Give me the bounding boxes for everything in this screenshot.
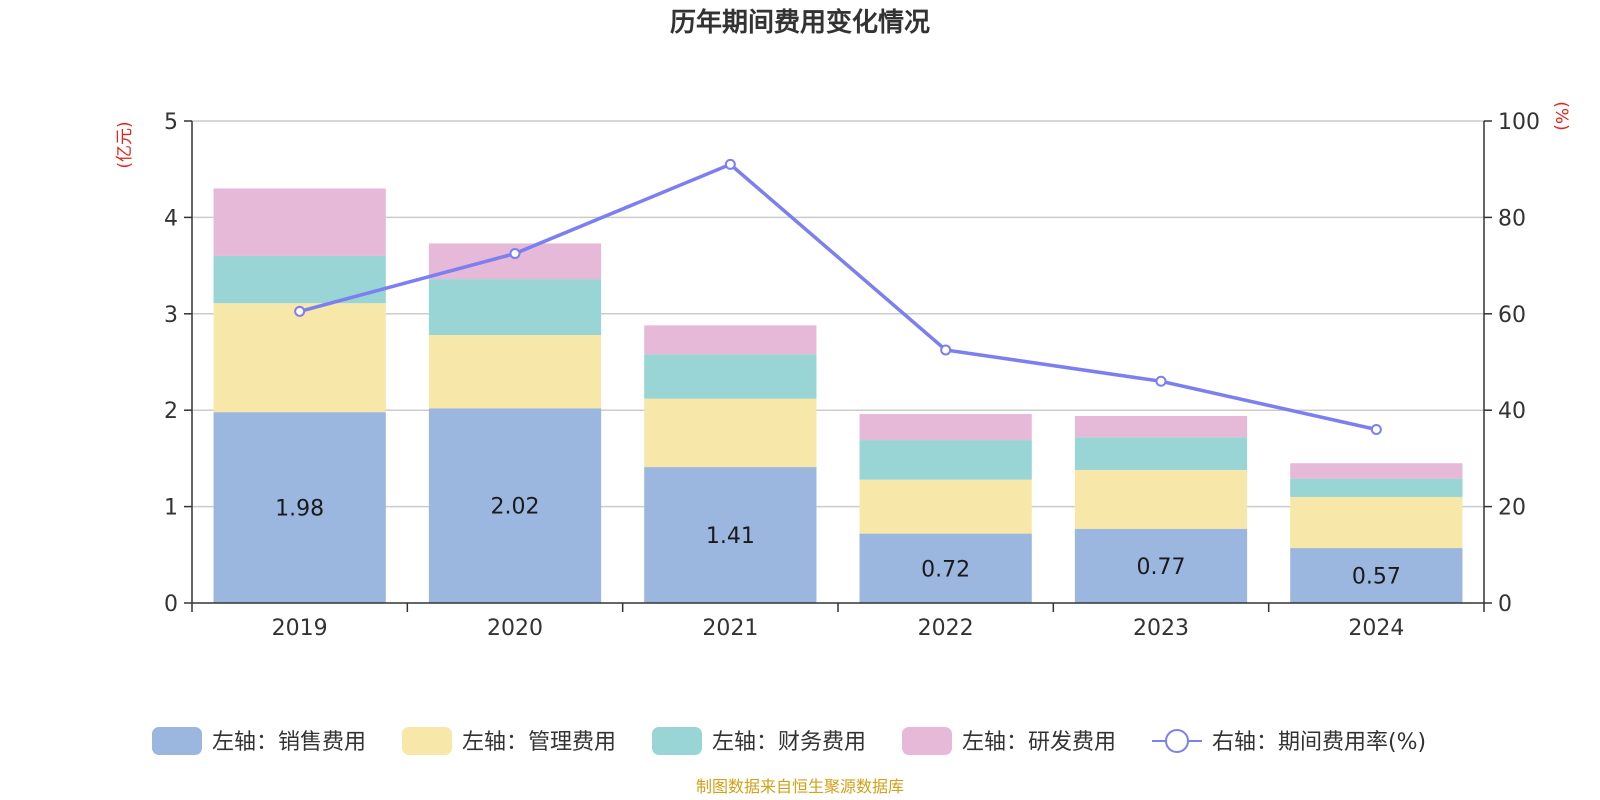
- right-tick-label: 80: [1498, 206, 1526, 231]
- bar-segment: [644, 354, 817, 399]
- right-tick-label: 20: [1498, 496, 1526, 521]
- x-tick-label: 2024: [1348, 616, 1404, 641]
- left-axis-unit: (亿元): [115, 121, 135, 168]
- bar-segment: [859, 533, 1032, 603]
- axes: 0 1 2 3 4 5 0 20 40 60 80 100 2019 2020 2021 2022 2023 20…: [164, 110, 1540, 641]
- data-labels: 1.98 2.02 1.41 0.72 0.77 0.57: [275, 495, 1401, 590]
- bar-segment: [1074, 437, 1248, 470]
- bar-segment: [644, 398, 817, 468]
- bar-segment: [213, 412, 386, 603]
- source-note: 制图数据来自恒生聚源数据库: [696, 777, 904, 796]
- line-point: [509, 248, 521, 260]
- bar-segment: [1290, 478, 1463, 497]
- right-tick-label: 40: [1498, 399, 1526, 424]
- bar-value-label: 0.77: [1137, 555, 1186, 580]
- gridlines: [192, 120, 1484, 508]
- bar-segment: [859, 479, 1032, 534]
- left-tick-label: 4: [164, 206, 178, 231]
- bar-segment: [859, 414, 1032, 441]
- line-series: [294, 158, 1382, 435]
- bar-segment: [644, 325, 817, 355]
- left-tick-label: 0: [164, 592, 178, 617]
- bar-segment: [428, 335, 602, 409]
- bar-segment: [859, 440, 1032, 480]
- legend-marker: [1165, 729, 1189, 753]
- bar-segment: [1074, 469, 1248, 529]
- bar-segment: [428, 279, 602, 336]
- bar-value-label: 1.41: [706, 524, 755, 549]
- legend-label: 左轴：财务费用: [712, 730, 866, 755]
- left-tick-label: 1: [164, 496, 178, 521]
- x-tick-label: 2021: [702, 616, 758, 641]
- bar-value-label: 2.02: [491, 495, 540, 520]
- bar-segment: [1290, 463, 1463, 479]
- x-tick-label: 2020: [487, 616, 543, 641]
- bar-segment: [1290, 548, 1463, 603]
- line-point: [940, 344, 952, 356]
- bar-value-label: 0.72: [921, 557, 970, 582]
- legend: 左轴：销售费用 左轴：管理费用 左轴：财务费用 左轴：研发费用 右轴：期间费用率(%): [152, 727, 1426, 755]
- x-tick-label: 2023: [1133, 616, 1189, 641]
- right-tick-label: 60: [1498, 303, 1526, 328]
- legend-swatch: [152, 727, 202, 755]
- left-tick-label: 3: [164, 303, 178, 328]
- legend-label: 左轴：研发费用: [962, 730, 1116, 755]
- bar-segment: [1290, 496, 1463, 549]
- left-tick-label: 5: [164, 110, 178, 135]
- legend-label: 左轴：销售费用: [212, 730, 366, 755]
- right-tick-label: 100: [1498, 110, 1540, 135]
- bar-series: [213, 188, 1463, 603]
- bar-value-label: 1.98: [275, 497, 324, 522]
- bar-segment: [1074, 415, 1248, 438]
- legend-label: 右轴：期间费用率(%): [1212, 730, 1426, 755]
- line-point: [294, 305, 306, 317]
- left-tick-label: 2: [164, 399, 178, 424]
- bar-segment: [428, 408, 602, 603]
- legend-swatch: [902, 727, 952, 755]
- legend-swatch: [652, 727, 702, 755]
- line-point: [1155, 375, 1167, 387]
- bar-segment: [213, 303, 386, 413]
- chart-title: 历年期间费用变化情况: [670, 7, 930, 38]
- line-point: [724, 158, 736, 170]
- bar-segment: [1074, 528, 1248, 603]
- x-tick-label: 2022: [918, 616, 974, 641]
- bar-segment: [213, 188, 386, 256]
- bar-value-label: 0.57: [1352, 565, 1401, 590]
- right-axis-unit: (%): [1551, 101, 1571, 130]
- legend-swatch: [402, 727, 452, 755]
- line-path: [299, 162, 1377, 432]
- line-point: [1370, 423, 1382, 435]
- legend-label: 左轴：管理费用: [462, 730, 616, 755]
- right-tick-label: 0: [1498, 592, 1512, 617]
- x-tick-label: 2019: [272, 616, 328, 641]
- bar-segment: [644, 467, 817, 603]
